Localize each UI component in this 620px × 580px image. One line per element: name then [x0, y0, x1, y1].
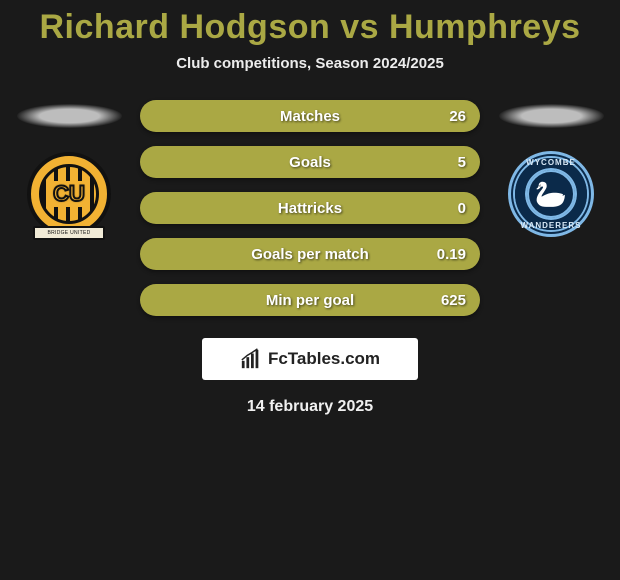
stat-label: Goals [140, 154, 480, 171]
left-team-badge: CU BRIDGE UNITED [25, 150, 113, 238]
swan-icon: 🦢 [535, 181, 567, 207]
brand-text: FcTables.com [268, 349, 380, 369]
left-player-col: CU BRIDGE UNITED [14, 96, 124, 238]
right-player-col: WYCOMBE WANDERERS 🦢 [496, 96, 606, 238]
stat-right-value: 0.19 [437, 246, 466, 263]
stat-label: Matches [140, 108, 480, 125]
stat-right-value: 625 [441, 292, 466, 309]
stats-column: Matches 26 Goals 5 Hattricks 0 Goals per… [140, 96, 480, 316]
stat-row-goals: Goals 5 [140, 146, 480, 178]
right-team-badge: WYCOMBE WANDERERS 🦢 [507, 150, 595, 238]
date-label: 14 february 2025 [0, 398, 620, 416]
comparison-row: CU BRIDGE UNITED Matches 26 Goals 5 [0, 96, 620, 316]
stat-row-matches: Matches 26 [140, 100, 480, 132]
stat-row-hattricks: Hattricks 0 [140, 192, 480, 224]
stat-right-value: 5 [458, 154, 466, 171]
stat-right-value: 0 [458, 200, 466, 217]
stat-row-min-per-goal: Min per goal 625 [140, 284, 480, 316]
chart-icon [240, 348, 262, 370]
stat-row-goals-per-match: Goals per match 0.19 [140, 238, 480, 270]
stat-label: Min per goal [140, 292, 480, 309]
left-badge-initials: CU [51, 181, 87, 207]
brand-logo: FcTables.com [202, 338, 418, 380]
subtitle: Club competitions, Season 2024/2025 [0, 55, 620, 72]
right-player-silhouette [499, 104, 604, 128]
page-title: Richard Hodgson vs Humphreys [0, 8, 620, 47]
stat-right-value: 26 [449, 108, 466, 125]
stat-label: Hattricks [140, 200, 480, 217]
left-player-silhouette [17, 104, 122, 128]
stat-label: Goals per match [140, 246, 480, 263]
left-badge-banner: BRIDGE UNITED [33, 226, 105, 240]
